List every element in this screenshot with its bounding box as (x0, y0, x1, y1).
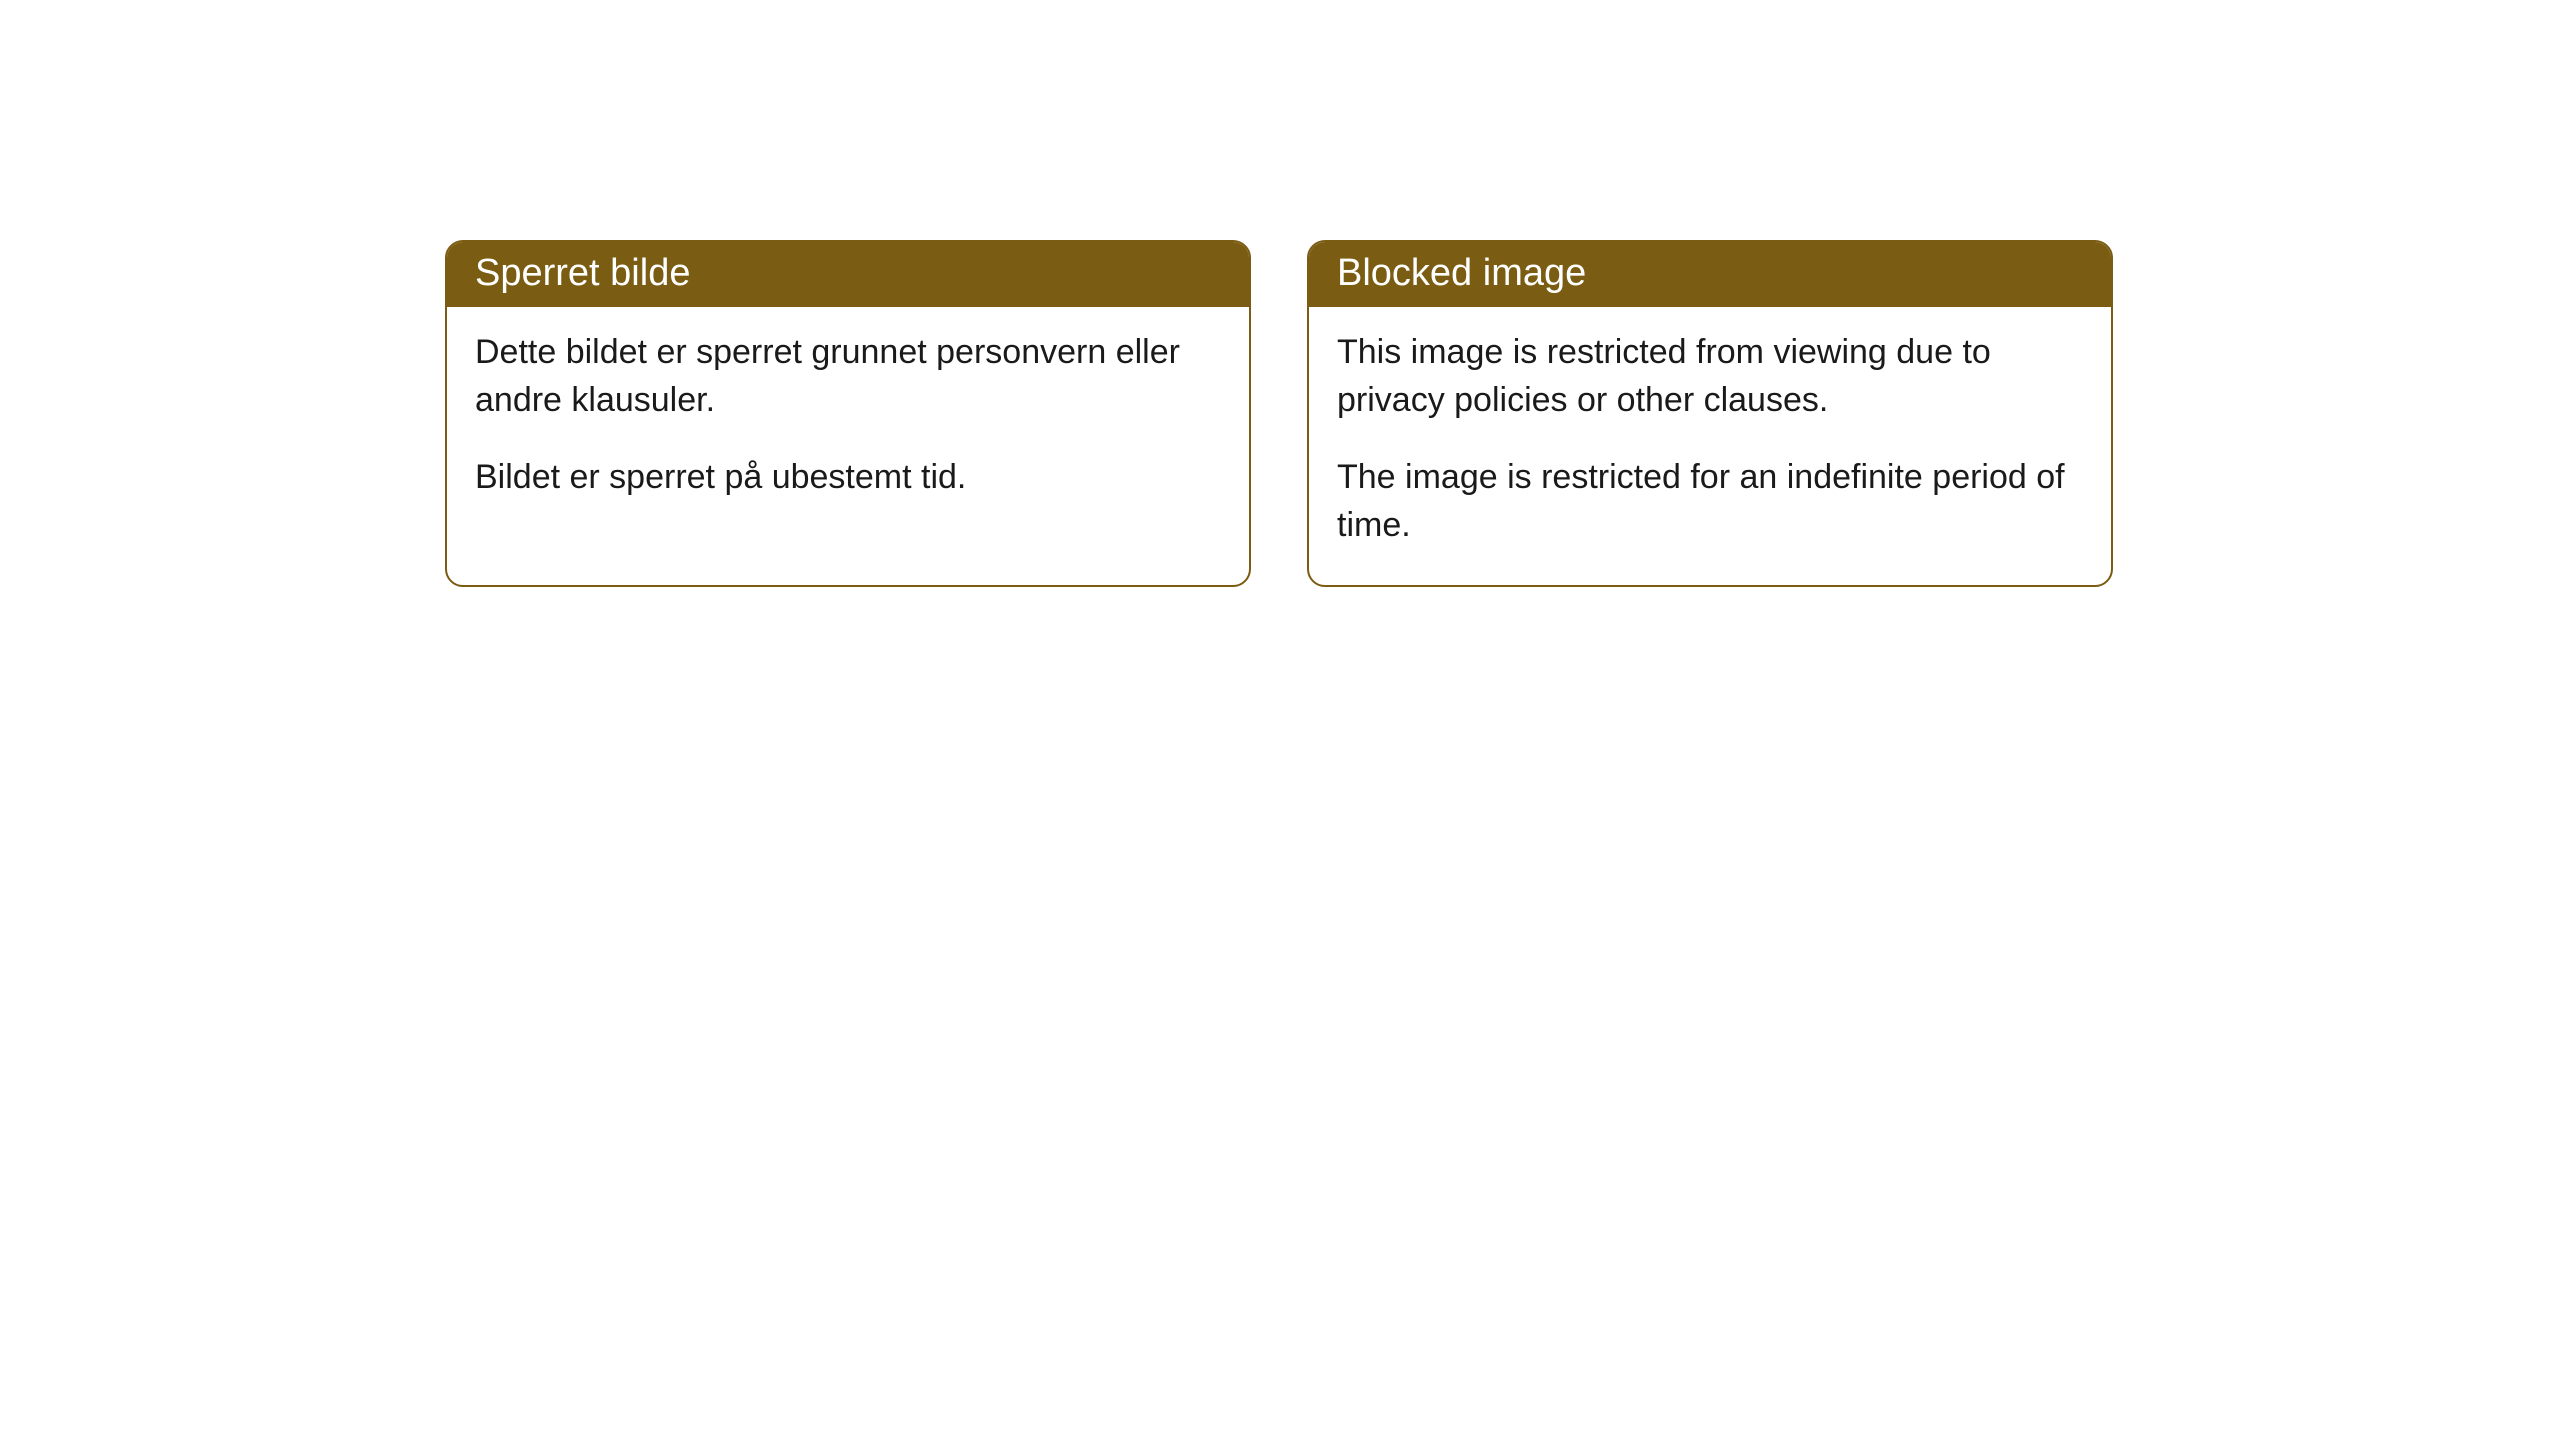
blocked-image-card-en: Blocked image This image is restricted f… (1307, 240, 2113, 587)
card-title: Sperret bilde (447, 242, 1249, 307)
card-paragraph-1: Dette bildet er sperret grunnet personve… (475, 329, 1221, 424)
blocked-image-card-no: Sperret bilde Dette bildet er sperret gr… (445, 240, 1251, 587)
card-paragraph-2: Bildet er sperret på ubestemt tid. (475, 454, 1221, 502)
card-body: Dette bildet er sperret grunnet personve… (447, 307, 1249, 538)
cards-container: Sperret bilde Dette bildet er sperret gr… (445, 240, 2113, 587)
card-title: Blocked image (1309, 242, 2111, 307)
card-paragraph-2: The image is restricted for an indefinit… (1337, 454, 2083, 549)
card-paragraph-1: This image is restricted from viewing du… (1337, 329, 2083, 424)
card-body: This image is restricted from viewing du… (1309, 307, 2111, 585)
